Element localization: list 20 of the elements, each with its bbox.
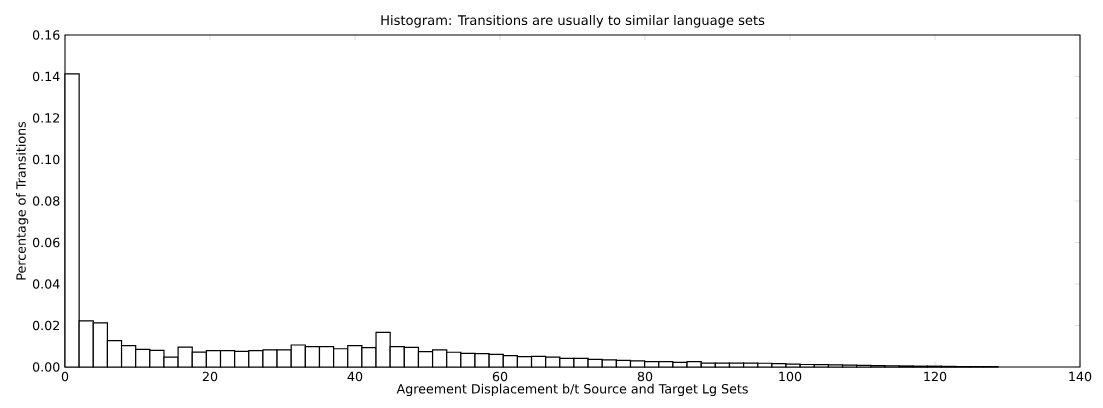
x-tick-label: 40 [347, 371, 363, 382]
y-axis-title: Percentage of Transitions [16, 121, 29, 280]
x-tick-label: 60 [492, 371, 508, 382]
y-tick-label: 0.04 [32, 279, 60, 289]
y-tick-label: 0.08 [32, 196, 60, 206]
x-tick-label: 0 [61, 371, 69, 382]
y-tick-label: 0.00 [32, 362, 60, 372]
y-tick-label: 0.12 [32, 113, 60, 123]
y-tick-label: 0.02 [32, 320, 60, 331]
x-tick-label: 80 [637, 371, 653, 382]
y-tick-label: 0.10 [32, 154, 60, 165]
x-tick-label: 20 [202, 371, 218, 382]
x-tick-label: 140 [1069, 371, 1092, 382]
x-tick-label: 100 [779, 371, 802, 382]
y-tick-label: 0.16 [32, 30, 60, 40]
x-tick-label: 120 [924, 371, 947, 382]
x-axis-title: Agreement Displacement b/t Source and Target Lg Sets [396, 383, 748, 397]
y-tick-label: 0.14 [32, 71, 60, 82]
chart-title: Histogram: Transitions are usually to similar language sets [381, 14, 765, 28]
y-tick-label: 0.06 [32, 237, 60, 248]
